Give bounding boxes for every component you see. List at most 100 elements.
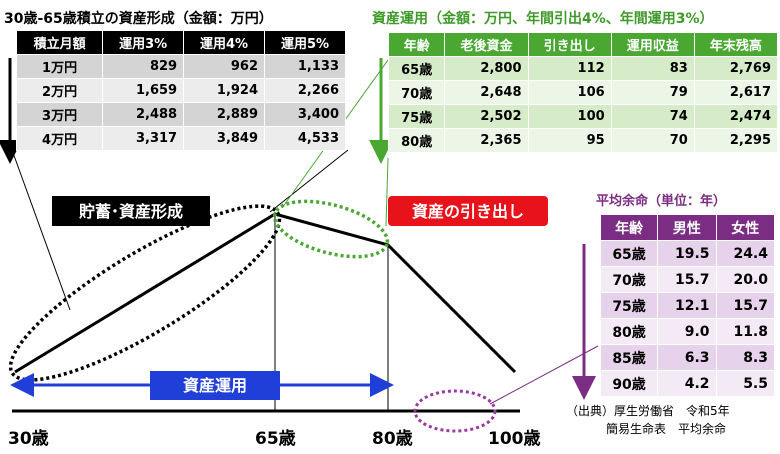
cell: 2,365 — [444, 128, 529, 153]
cell: 2,889 — [183, 102, 266, 127]
cell: 90歳 — [599, 370, 659, 397]
cell: 2,800 — [444, 56, 529, 81]
cell: 9.0 — [657, 318, 717, 345]
cell: 1万円 — [15, 54, 104, 79]
cell: 85歳 — [599, 344, 659, 371]
header-cell: 運用4% — [183, 30, 266, 55]
cell: 75歳 — [599, 292, 659, 319]
cell: 3,400 — [264, 102, 346, 127]
cell: 75歳 — [387, 104, 446, 129]
header-cell: 年末残高 — [693, 32, 779, 57]
row: 75歳 2,502 100 74 2,474 — [387, 104, 779, 129]
header-cell: 男性 — [657, 214, 717, 241]
cell: 12.1 — [657, 292, 717, 319]
cell: 65歳 — [599, 240, 659, 267]
header-cell: 積立月額 — [15, 30, 104, 55]
table: 年齢 男性 女性 65歳 19.5 24.4 70歳 15.7 20.0 75歳 12.1 15.7 8… — [599, 214, 776, 397]
cell: 5.5 — [715, 370, 776, 397]
label-box — [150, 371, 280, 400]
age-label: 65歳 — [255, 428, 296, 449]
header-cell: 引き出し — [527, 32, 612, 57]
title: 資産運用（金額：万円、年間引出4%、年間運用3%） — [372, 11, 714, 27]
cell: 24.4 — [715, 240, 776, 267]
cell: 829 — [102, 54, 185, 79]
cell: 15.7 — [715, 292, 776, 319]
label-box — [52, 196, 210, 226]
cell: 80歳 — [387, 128, 446, 153]
cell: 2,266 — [264, 78, 346, 103]
cell: 3,849 — [183, 126, 266, 151]
table: 年齢 老後資金 引き出し 運用収益 年末残高 65歳 2,800 112 83 2,769 70歳 2… — [387, 32, 779, 153]
row: 75歳 12.1 15.7 — [599, 292, 776, 319]
age-label: 80歳 — [372, 428, 413, 449]
cell: 6.3 — [657, 344, 717, 371]
title: 30歳-65歳積立の資産形成（金額：万円） — [4, 11, 273, 27]
connector — [489, 345, 599, 405]
row: 2万円 1,659 1,924 2,266 — [15, 78, 346, 103]
cell: 112 — [527, 56, 612, 81]
label: 貯蓄･資産形成 — [79, 202, 183, 221]
asset-line — [14, 212, 517, 374]
cell: 2,769 — [693, 56, 779, 81]
row: 65歳 2,800 112 83 2,769 — [387, 56, 779, 81]
cell: 11.8 — [715, 318, 776, 345]
cell: 83 — [610, 56, 695, 81]
row: 3万円 2,488 2,889 3,400 — [15, 102, 346, 127]
cell: 20.0 — [715, 266, 776, 293]
cell: 2万円 — [15, 78, 104, 103]
table: 積立月額 運用3% 運用4% 運用5% 1万円 829 962 1,133 2万円 1,659 1,… — [15, 30, 346, 151]
header-cell: 老後資金 — [444, 32, 529, 57]
cell: 19.5 — [657, 240, 717, 267]
cell: 1,133 — [264, 54, 346, 79]
ellipse — [413, 389, 497, 433]
connector — [269, 149, 349, 213]
row: 4万円 3,317 3,849 4,533 — [15, 126, 346, 151]
cell: 2,295 — [693, 128, 779, 153]
row: 90歳 4.2 5.5 — [599, 370, 776, 397]
header-cell: 女性 — [715, 214, 776, 241]
cell: 4.2 — [657, 370, 717, 397]
cell: 4,533 — [264, 126, 346, 151]
header-row: 積立月額 運用3% 運用4% 運用5% — [15, 30, 346, 55]
cell: 74 — [610, 104, 695, 129]
cell: 2,474 — [693, 104, 779, 129]
cell: 1,659 — [102, 78, 185, 103]
cell: 70歳 — [599, 266, 659, 293]
header-cell: 運用収益 — [610, 32, 695, 57]
header-row: 年齢 男性 女性 — [599, 214, 776, 241]
cell: 65歳 — [387, 56, 446, 81]
cell: 1,924 — [183, 78, 266, 103]
row: 1万円 829 962 1,133 — [15, 54, 346, 79]
cell: 106 — [527, 80, 612, 105]
cell: 962 — [183, 54, 266, 79]
cell: 2,502 — [444, 104, 529, 129]
row: 80歳 2,365 95 70 2,295 — [387, 128, 779, 153]
cell: 4万円 — [15, 126, 104, 151]
row: 70歳 2,648 106 79 2,617 — [387, 80, 779, 105]
ellipse — [272, 199, 390, 259]
header-cell: 運用3% — [102, 30, 185, 55]
cell: 3万円 — [15, 102, 104, 127]
age-label: 30歳 — [8, 428, 49, 449]
cell: 3,317 — [102, 126, 185, 151]
cell: 95 — [527, 128, 612, 153]
header-row: 年齢 老後資金 引き出し 運用収益 年末残高 — [387, 32, 779, 57]
cell: 79 — [610, 80, 695, 105]
cell: 15.7 — [657, 266, 717, 293]
source: 簡易生命表 平均余命 — [606, 422, 727, 436]
row: 70歳 15.7 20.0 — [599, 266, 776, 293]
label: 資産の引き出し — [412, 202, 524, 221]
ellipse — [8, 204, 282, 382]
header-cell: 年齢 — [599, 214, 659, 241]
connector — [385, 157, 389, 227]
label: 資産運用 — [183, 376, 247, 395]
cell: 2,648 — [444, 80, 529, 105]
label-box — [388, 196, 548, 226]
cell: 70 — [610, 128, 695, 153]
cell: 70歳 — [387, 80, 446, 105]
source: （出典）厚生労働省 令和5年 — [566, 404, 730, 418]
header-cell: 運用5% — [264, 30, 346, 55]
header-cell: 年齢 — [387, 32, 446, 57]
